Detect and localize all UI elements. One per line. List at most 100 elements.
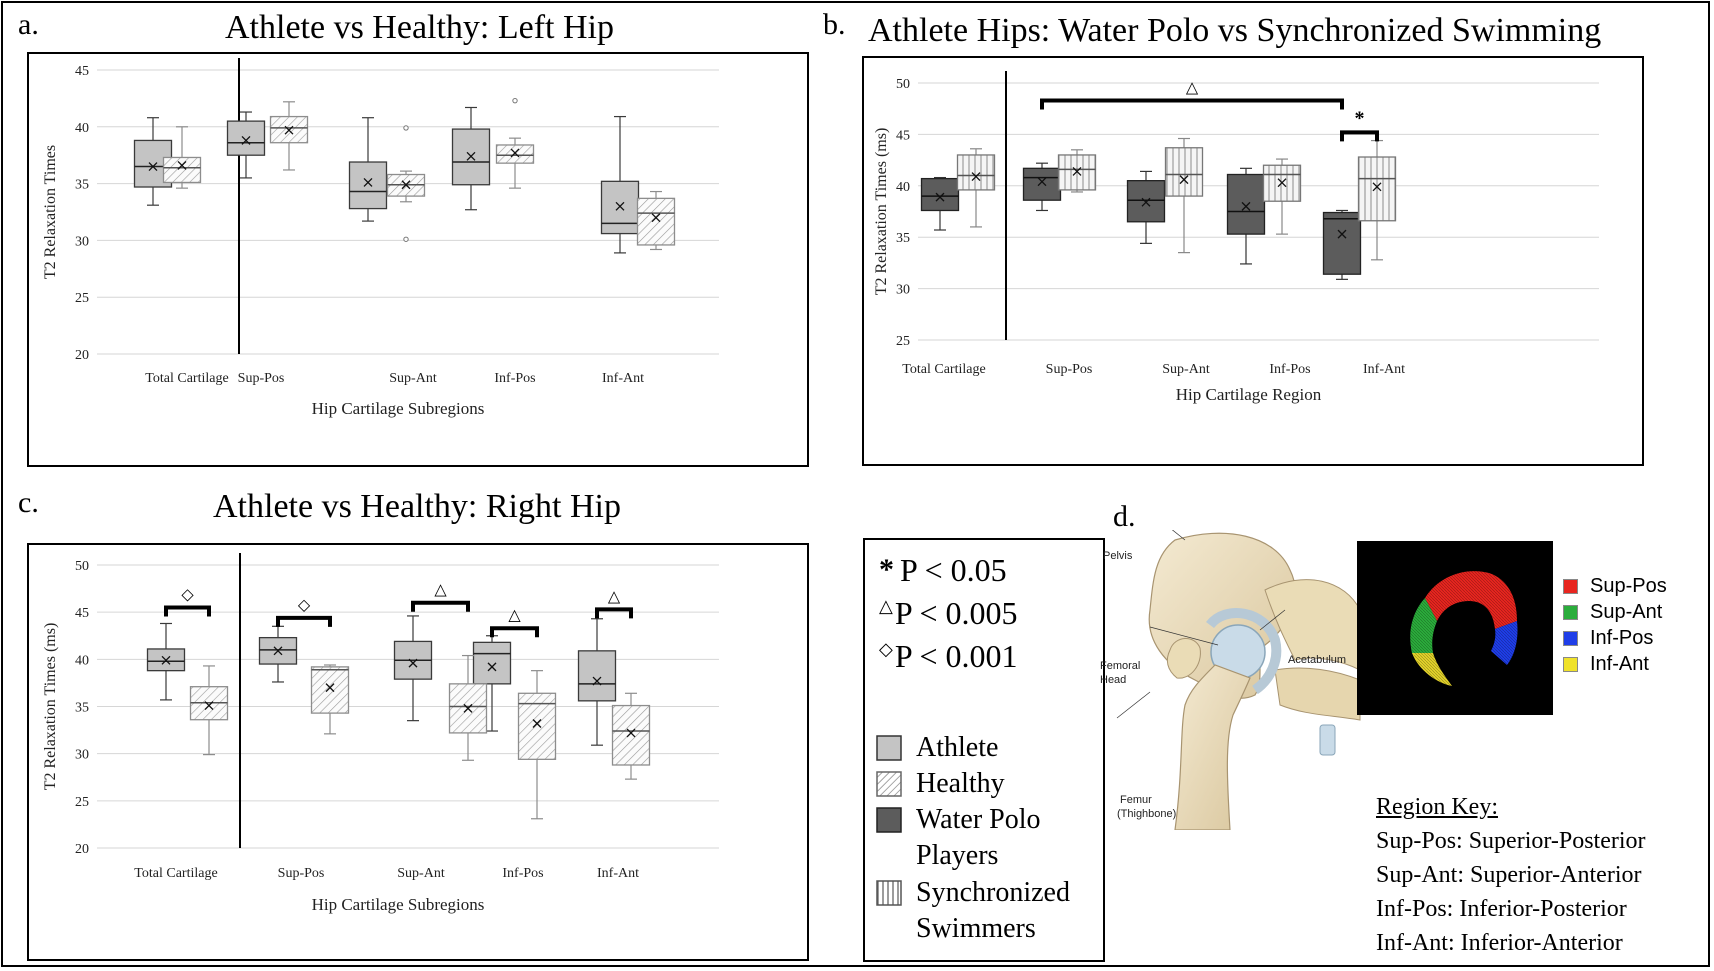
- mean-marker: [510, 148, 520, 158]
- region-color-item: Sup-Pos: [1563, 575, 1667, 598]
- anatomy-label-pelvis: Pelvis: [1103, 550, 1133, 562]
- mean-marker: [273, 646, 283, 656]
- y-tick-label: 20: [75, 842, 89, 857]
- box-plot: [226, 111, 266, 179]
- group-legend-text: Water Polo Players: [916, 802, 1041, 874]
- box-plot: [577, 618, 617, 746]
- anatomy-illustration: Pelvis Femoral Head Acetabulum Femur (Th…: [1100, 507, 1365, 831]
- x-category-label: Inf-Pos: [502, 866, 543, 881]
- box-plot: [269, 101, 309, 171]
- box-iqr: [956, 154, 996, 191]
- mean-marker: [1141, 197, 1151, 207]
- mean-marker: [408, 658, 418, 668]
- region-color-label: Inf-Pos: [1590, 627, 1654, 649]
- significance-symbol: △: [508, 607, 521, 624]
- box-iqr: [577, 650, 617, 702]
- x-category-label: Inf-Pos: [1269, 362, 1310, 377]
- box-plot: [386, 125, 426, 242]
- box-plot: [956, 148, 996, 228]
- significance-bracket: [164, 605, 211, 617]
- box-iqr: [1226, 173, 1266, 235]
- y-tick-label: 35: [75, 701, 89, 716]
- y-tick-label: 25: [75, 795, 89, 810]
- box-plot: [1226, 167, 1266, 265]
- significance-bracket: [411, 600, 470, 612]
- sup-ant-swatch-icon: [1563, 605, 1578, 620]
- significance-bracket: [595, 607, 633, 619]
- x-category-label: Sup-Ant: [1162, 362, 1210, 377]
- y-axis-title: T2 Relaxation Times: [42, 145, 59, 279]
- significance-symbol: ◇: [298, 597, 311, 614]
- box-plot: [1022, 162, 1062, 212]
- legend-box: * P < 0.05 △ P < 0.005 ◇ P < 0.001 Athle…: [863, 538, 1105, 962]
- sig-legend-text: P < 0.05: [900, 552, 1007, 588]
- chart-frame-c: 20 25 30 35 40 45 50 T2 Relaxation Times (ms) To…: [27, 543, 809, 961]
- panel-title-b: Athlete Hips: Water Polo vs Synchronized…: [868, 12, 1602, 49]
- inf-pos-swatch-icon: [1563, 631, 1578, 646]
- box-plot: [1262, 158, 1302, 235]
- y-tick-label: 25: [896, 334, 910, 349]
- group-legend-item: Synchronized Swimmers: [876, 875, 1070, 947]
- significance-symbol: △: [608, 588, 621, 605]
- y-tick-label: 45: [75, 606, 89, 621]
- box-iqr: [310, 666, 350, 714]
- box-iqr: [1322, 211, 1362, 275]
- water-polo-swatch-icon: [876, 807, 902, 833]
- box-iqr: [258, 636, 298, 665]
- region-color-item: Inf-Ant: [1563, 653, 1649, 676]
- panel-letter-c: c.: [18, 486, 39, 519]
- mean-marker: [626, 728, 636, 738]
- box-iqr: [472, 641, 512, 685]
- x-axis-title: Hip Cartilage Region: [1176, 385, 1322, 404]
- significance-symbol: △: [434, 582, 447, 599]
- y-tick-label: 30: [896, 283, 910, 298]
- box-plot: [636, 190, 676, 251]
- outlier-point: [512, 97, 518, 104]
- box-plot: [1164, 137, 1204, 254]
- y-tick-label: 50: [896, 77, 910, 92]
- mean-marker: [463, 703, 473, 713]
- box-plot: [495, 97, 535, 189]
- sig-legend-item: * P < 0.05: [879, 552, 1007, 588]
- chart-frame-a: 20 25 30 35 40 45 T2 Relaxation Times Total Car…: [27, 52, 809, 467]
- y-tick-label: 20: [75, 348, 89, 363]
- box-iqr: [1022, 167, 1062, 201]
- region-color-label: Sup-Ant: [1590, 601, 1663, 623]
- mean-marker: [1277, 178, 1287, 188]
- box-plot: [162, 126, 202, 189]
- mean-marker: [284, 125, 294, 135]
- sig-legend-item: △ P < 0.005: [879, 595, 1018, 631]
- mean-marker: [148, 162, 158, 172]
- y-tick-label: 35: [896, 231, 910, 246]
- sup-pos-swatch-icon: [1563, 579, 1578, 594]
- x-category-label: Sup-Pos: [238, 371, 285, 386]
- box-iqr: [600, 180, 640, 235]
- significance-bracket: [490, 626, 539, 638]
- x-category-label: Sup-Ant: [397, 866, 445, 881]
- box-plot: [348, 117, 388, 222]
- region-color-label: Inf-Ant: [1590, 653, 1649, 675]
- mean-marker: [466, 151, 476, 161]
- x-category-label: Total Cartilage: [145, 371, 228, 386]
- outlier-point: [403, 125, 409, 131]
- panel-title-a: Athlete vs Healthy: Left Hip: [225, 9, 615, 46]
- y-tick-label: 45: [75, 64, 89, 79]
- box-iqr: [636, 197, 676, 246]
- anatomy-label-acetabulum: Acetabulum: [1288, 654, 1347, 666]
- sync-swim-swatch-icon: [876, 880, 902, 906]
- chart-c: 20 25 30 35 40 45 50 T2 Relaxation Times (ms) To…: [42, 553, 719, 914]
- mean-marker: [401, 180, 411, 190]
- box-plot: [448, 654, 488, 761]
- chart-a: 20 25 30 35 40 45 T2 Relaxation Times Total Car…: [42, 58, 719, 418]
- region-color-item: Inf-Pos: [1563, 627, 1653, 650]
- mean-marker: [177, 160, 187, 170]
- significance-symbol: *: [1355, 107, 1365, 129]
- mean-marker: [1037, 177, 1047, 187]
- box-iqr: [1126, 180, 1166, 223]
- significance-bracket: [1340, 130, 1379, 142]
- box-plot: [393, 615, 433, 722]
- region-key-entry: Sup-Ant: Superior-Anterior: [1376, 862, 1642, 888]
- healthy-swatch-icon: [876, 771, 902, 797]
- group-legend-line: Synchronized: [916, 877, 1070, 908]
- box-iqr: [920, 177, 960, 212]
